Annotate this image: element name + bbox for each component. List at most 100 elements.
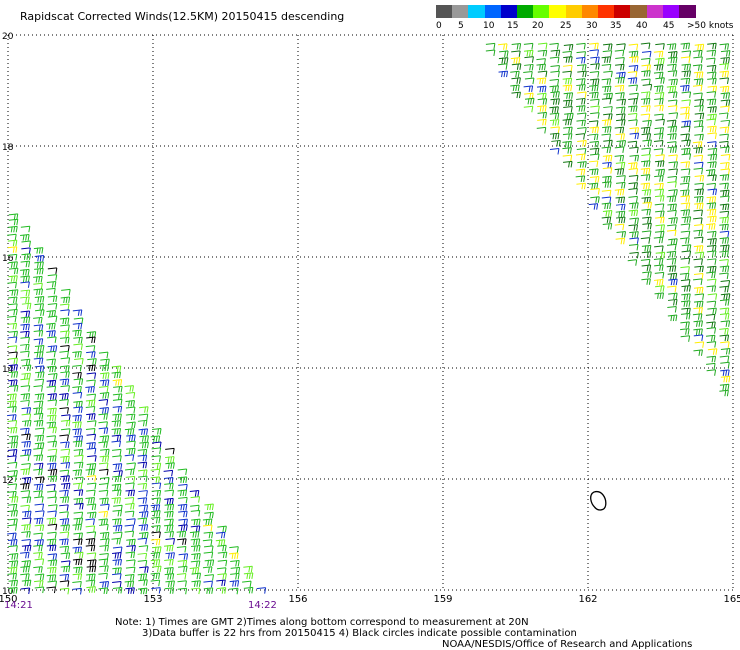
wind-barb [20,551,30,559]
wind-barb [640,42,651,50]
wind-barb [707,85,718,93]
wind-barb [138,524,149,531]
wind-barb [98,462,109,469]
wind-barb [59,496,70,503]
wind-barb [60,455,70,463]
scale-swatch [662,5,680,18]
wind-barb [124,524,135,532]
wind-barb [681,153,692,160]
wind-barb [73,511,84,519]
wind-barb [20,358,31,366]
wind-barb [126,518,136,525]
wind-barb [707,113,717,121]
wind-barb [576,119,586,127]
wind-barb [601,133,612,141]
wind-barb [138,490,148,497]
wind-barb [627,71,638,78]
wind-barb [655,216,665,224]
wind-barb [653,140,664,147]
wind-barb [706,278,717,286]
wind-barb [705,313,716,321]
wind-barb [73,517,84,525]
wind-barb [653,132,664,140]
wind-barb [164,510,174,518]
wind-barb [35,510,45,517]
wind-barb [720,369,730,376]
wind-barb [73,532,83,540]
wind-barb [549,42,559,50]
wind-barb [640,113,651,121]
wind-barb [59,434,69,441]
wind-barb [668,189,678,196]
wind-barb [33,412,44,420]
wind-barb [137,517,148,525]
wind-barb [163,469,174,477]
wind-barb [46,421,57,429]
wind-barb [138,504,149,512]
wind-barb [20,330,30,338]
wind-barb [98,427,109,434]
wind-barb [719,237,730,244]
wind-barb [601,119,612,126]
wind-barb [615,57,625,64]
wind-barb [46,330,56,337]
wind-barb [33,490,43,497]
wind-barb [191,518,201,526]
wind-barb [720,119,731,127]
wind-barb [165,552,175,559]
wind-barb [576,182,586,190]
wind-barb [85,405,96,413]
wind-barb [47,559,58,566]
wind-barb [7,253,18,261]
wind-barb [577,91,587,99]
x-tick-label: 162 [578,594,597,605]
wind-barb [124,385,134,392]
wind-barb [20,343,30,351]
wind-barb [216,587,227,594]
wind-barb [693,146,703,154]
wind-barb [86,531,97,538]
wind-barb [21,531,31,538]
wind-barb [85,518,95,525]
wind-barb [112,552,122,559]
wind-barb [654,264,664,271]
wind-barb [21,523,31,531]
wind-barb [217,559,228,567]
wind-barb [694,293,705,300]
wind-barb [523,49,534,57]
wind-barb [668,217,678,224]
wind-barb [603,70,613,78]
wind-barb [46,280,57,288]
note-line-2: 3)Data buffer is 22 hrs from 20150415 4)… [142,628,577,639]
wind-barb [7,322,18,330]
wind-barb [112,398,123,406]
wind-barb [99,580,110,588]
scale-label: 20 [532,21,544,31]
wind-barb [681,285,691,292]
wind-barb [151,524,161,532]
wind-barb [655,57,665,65]
scale-swatch [517,5,534,18]
wind-barb [8,218,19,226]
wind-barb [628,195,638,203]
wind-barb [589,147,600,155]
wind-barb [98,489,109,497]
wind-barb [85,579,96,587]
wind-barb [86,559,97,566]
wind-barb [537,70,548,78]
wind-barb [615,203,626,211]
wind-barb [60,309,70,316]
wind-barb [601,85,612,93]
wind-barb [20,316,31,324]
wind-barb [73,489,84,496]
scale-swatch [598,5,615,18]
wind-barb [60,385,70,392]
wind-barb [20,427,30,435]
wind-barb [654,127,665,134]
wind-barb [191,572,202,580]
wind-barb [616,175,626,182]
wind-barb [602,126,612,133]
wind-barb [655,210,665,217]
wind-barb [151,510,161,517]
wind-barb [59,531,70,538]
